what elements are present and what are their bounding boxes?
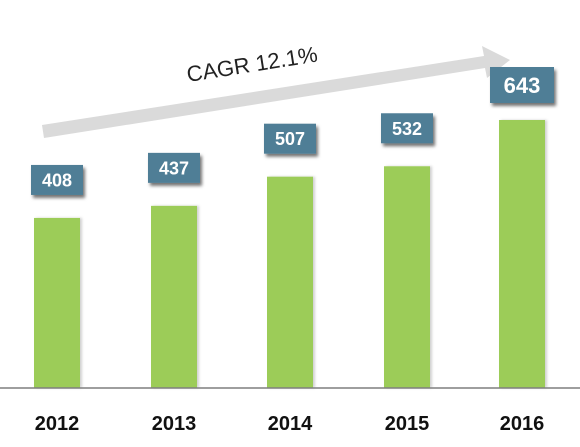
bar-2015 [384, 166, 430, 388]
cagr-arrow-shape [42, 46, 510, 138]
value-label-2012: 408 [42, 170, 72, 190]
value-labels-group: 408 437 507 532 643 [31, 67, 554, 195]
x-tick-labels-group: 2012 2013 2014 2015 2016 [35, 413, 545, 435]
value-label-2014: 507 [275, 129, 305, 149]
value-label-2015: 532 [392, 119, 422, 139]
x-tick-label-2015: 2015 [385, 413, 430, 435]
bar-2013 [151, 205, 197, 388]
value-label-box-2016 [490, 67, 554, 103]
value-label-box-2012 [31, 164, 83, 195]
value-label-2013: 437 [159, 158, 189, 178]
x-tick-label-2012: 2012 [35, 413, 80, 435]
value-label-box-2015 [381, 113, 433, 144]
bar-2014 [267, 176, 313, 388]
bar-2012 [34, 217, 80, 388]
cagr-annotation: CAGR 12.1% [185, 42, 319, 87]
value-label-2016: 643 [504, 73, 541, 98]
x-tick-label-2013: 2013 [152, 413, 197, 435]
value-label-box-2014 [264, 123, 316, 154]
bars-group [34, 120, 545, 388]
cagr-arrow [42, 46, 510, 138]
value-label-box-2013 [148, 152, 200, 183]
bar-2016 [499, 120, 545, 388]
x-tick-label-2016: 2016 [500, 413, 545, 435]
x-tick-label-2014: 2014 [268, 413, 313, 435]
